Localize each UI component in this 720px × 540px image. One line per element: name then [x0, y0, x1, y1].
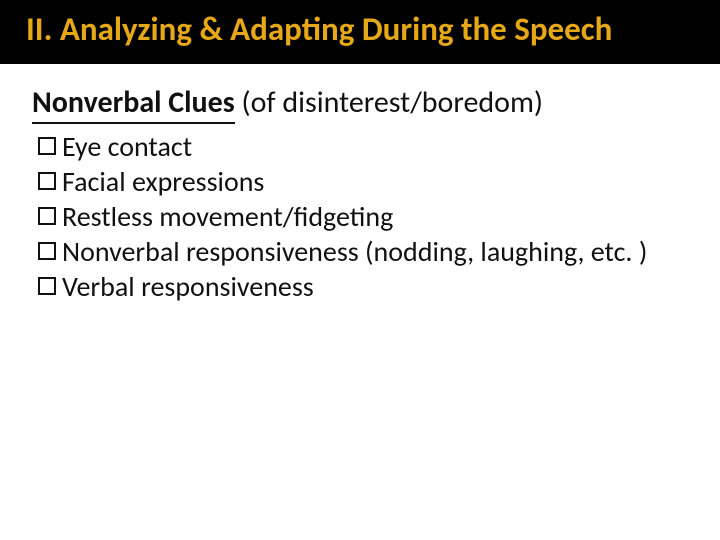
checkbox-icon: [38, 172, 56, 190]
checkbox-icon: [38, 207, 56, 225]
slide-title-bar: II. Analyzing & Adapting During the Spee…: [0, 0, 720, 64]
bullet-list: Eye contact Facial expressions Restless …: [32, 129, 688, 304]
slide-title: II. Analyzing & Adapting During the Spee…: [26, 10, 694, 50]
checkbox-icon: [38, 242, 56, 260]
list-item: Restless movement/fidgeting: [38, 199, 688, 234]
list-item: Facial expressions: [38, 164, 688, 199]
checkbox-icon: [38, 277, 56, 295]
slide-content: Nonverbal Clues (of disinterest/boredom)…: [0, 64, 720, 304]
bullet-text: Verbal responsiveness: [62, 269, 688, 304]
bullet-text: Eye contact: [62, 129, 688, 164]
subtitle-underlined: Nonverbal Clues: [32, 84, 235, 124]
list-item: Verbal responsiveness: [38, 269, 688, 304]
list-item: Nonverbal responsiveness (nodding, laugh…: [38, 234, 688, 269]
checkbox-icon: [38, 137, 56, 155]
slide-subtitle: Nonverbal Clues (of disinterest/boredom): [32, 84, 688, 121]
list-item: Eye contact: [38, 129, 688, 164]
bullet-text: Facial expressions: [62, 164, 688, 199]
bullet-text: Nonverbal responsiveness (nodding, laugh…: [62, 234, 688, 269]
bullet-text: Restless movement/fidgeting: [62, 199, 688, 234]
subtitle-rest: (of disinterest/boredom): [235, 84, 543, 121]
